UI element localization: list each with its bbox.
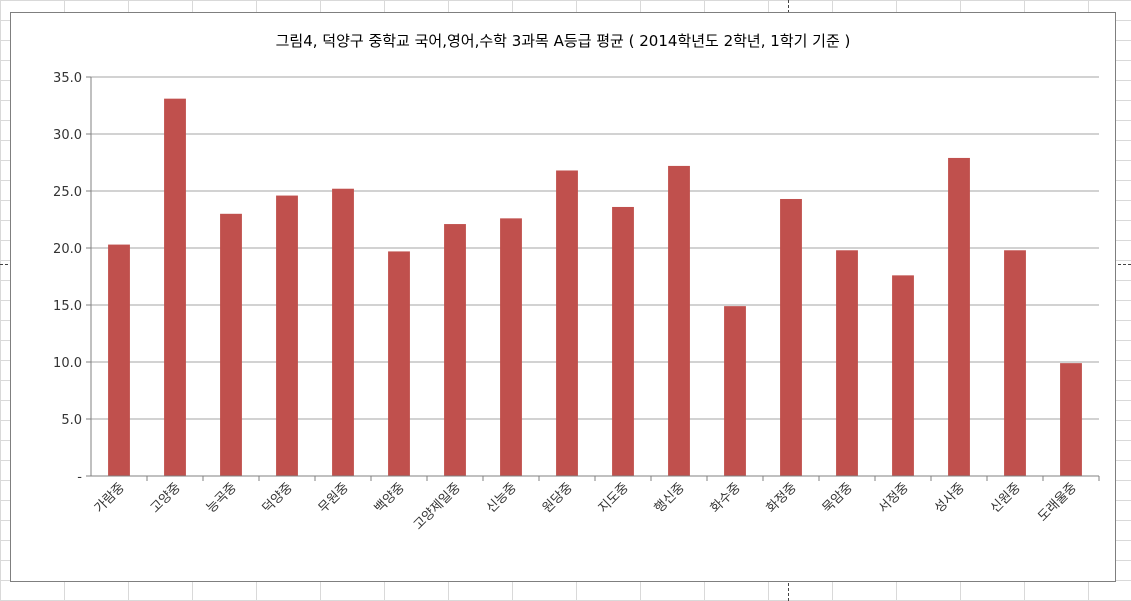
- bar: [220, 213, 242, 477]
- y-tick-label: -: [77, 470, 82, 485]
- x-tick-label: 능곡중: [204, 480, 240, 516]
- bar: [668, 165, 690, 477]
- y-tick-labels: - 5.0 10.0 15.0 20.0 25.0 30.0 35.0: [53, 71, 82, 485]
- bar: [388, 251, 410, 476]
- x-tick-label: 가람중: [92, 480, 128, 516]
- bar: [1060, 363, 1082, 476]
- bar: [556, 170, 578, 477]
- x-tick-label: 화수중: [708, 480, 744, 516]
- bar: [332, 188, 354, 476]
- bar: [164, 98, 186, 476]
- x-tick-label: 무원중: [316, 480, 352, 516]
- bar: [444, 224, 466, 476]
- bar: [500, 218, 522, 477]
- bars: [108, 98, 1082, 477]
- x-tick-label: 묵암중: [820, 480, 856, 516]
- bar: [892, 275, 914, 476]
- bar: [108, 244, 130, 476]
- y-tick-label: 25.0: [53, 185, 82, 200]
- x-tick-label: 백양중: [372, 480, 408, 516]
- x-tick-labels: 가람중 고양중 능곡중 덕양중 무원중 백양중 고양제일중 신능중 원당중 지도중 행신중 화수중 화정…: [92, 479, 1080, 533]
- y-tick-label: 15.0: [53, 299, 82, 314]
- y-tick-label: 20.0: [53, 242, 82, 257]
- bar: [948, 157, 970, 476]
- bar-chart: - 5.0 10.0 15.0 20.0 25.0 30.0 35.0 가람중 고양중 능곡중 덕양…: [53, 71, 1100, 533]
- y-tick-label: 5.0: [61, 413, 82, 428]
- x-tick-label: 화정중: [764, 480, 800, 516]
- x-tick-label: 원당중: [540, 480, 576, 516]
- bar: [780, 198, 802, 477]
- y-tick-label: 35.0: [53, 71, 82, 86]
- x-tick-label: 도래울중: [1035, 480, 1079, 524]
- x-tick-label: 고양중: [148, 480, 184, 516]
- bar: [836, 250, 858, 476]
- axes: [86, 76, 1100, 481]
- x-tick-label: 행신중: [651, 479, 688, 516]
- x-tick-label: 성사중: [932, 480, 968, 516]
- x-tick-label: 신능중: [484, 480, 520, 516]
- chart-title: 그림4, 덕양구 중학교 국어,영어,수학 3과목 A등급 평균 ( 2014학…: [275, 32, 851, 50]
- bar: [612, 206, 634, 476]
- gridlines: [91, 76, 1099, 420]
- bar: [724, 306, 746, 476]
- x-tick-label: 고양제일중: [411, 480, 464, 533]
- y-tick-label: 10.0: [53, 356, 82, 371]
- y-tick-label: 30.0: [53, 128, 82, 143]
- x-tick-label: 신원중: [988, 480, 1024, 516]
- x-tick-label: 지도중: [596, 480, 632, 516]
- chart-area[interactable]: 그림4, 덕양구 중학교 국어,영어,수학 3과목 A등급 평균 ( 2014학…: [10, 12, 1116, 582]
- bar: [1004, 250, 1026, 476]
- x-tick-label: 덕양중: [260, 480, 296, 516]
- x-tick-label: 서정중: [876, 480, 912, 516]
- bar: [276, 195, 298, 476]
